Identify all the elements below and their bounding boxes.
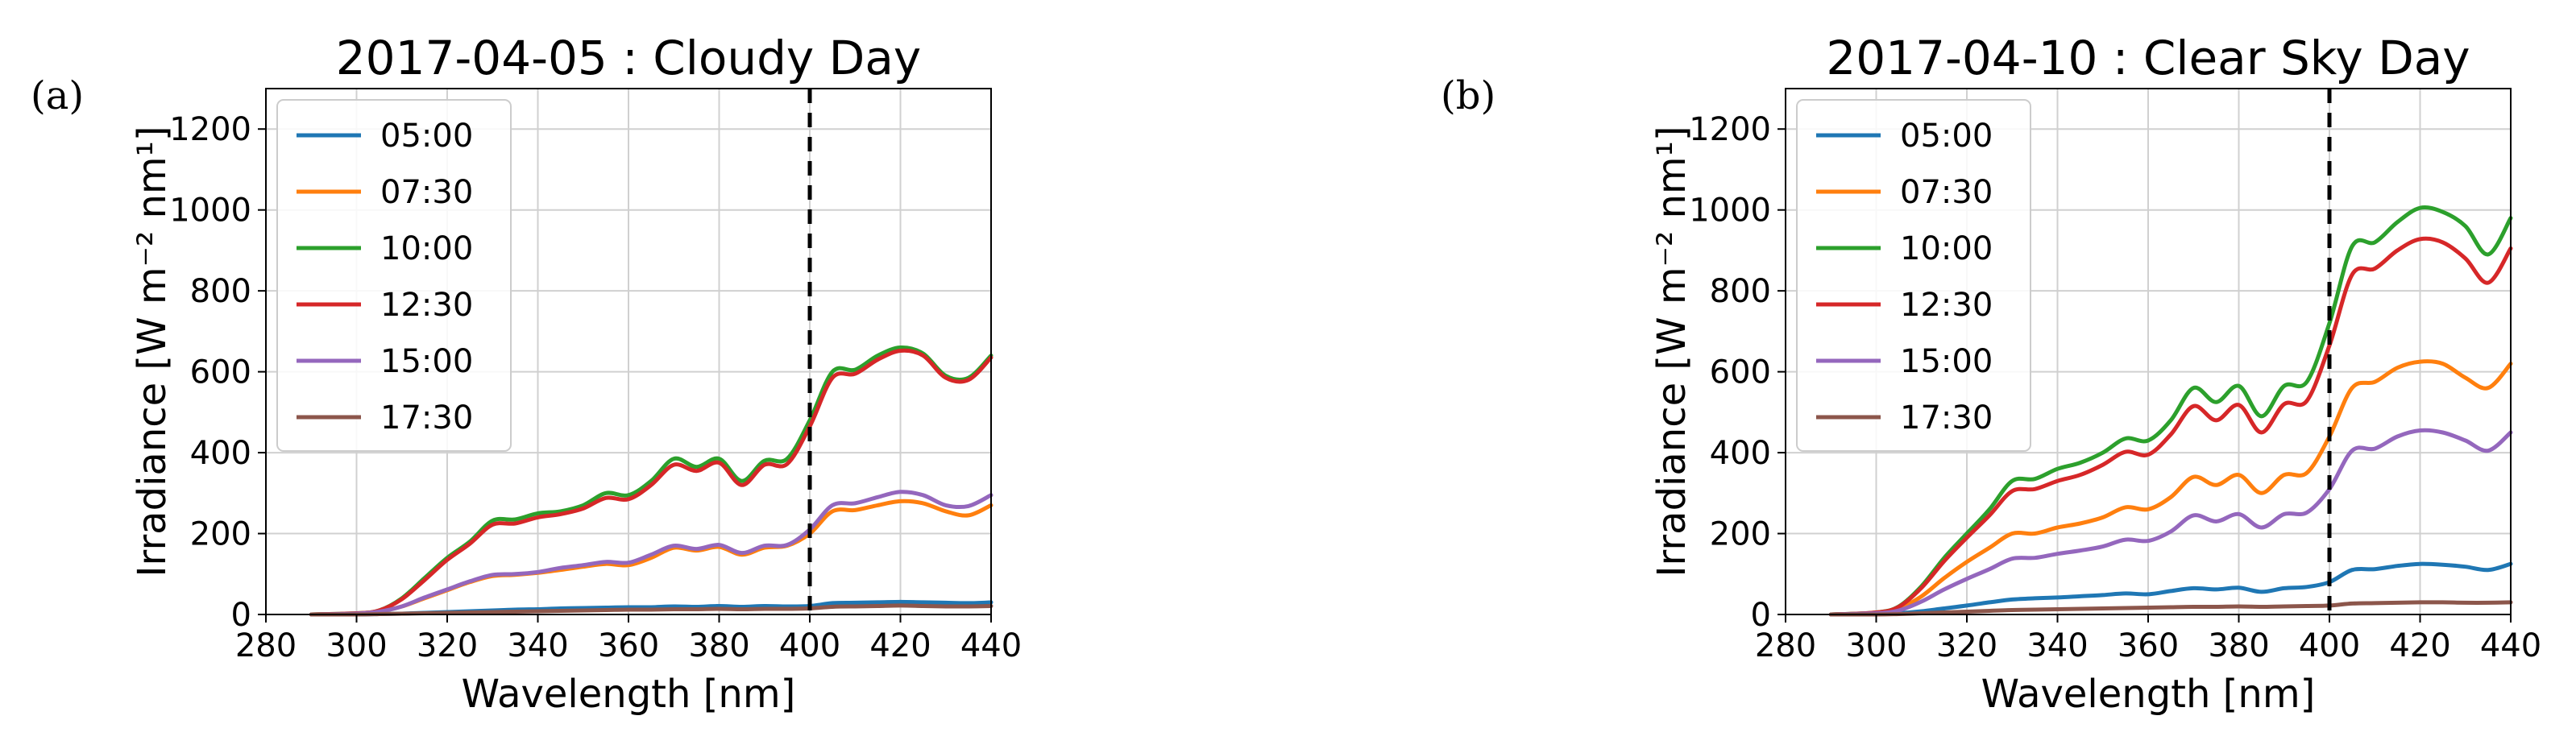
panel-letter-a: (a) — [31, 73, 84, 118]
y-tick-label: 0 — [1751, 597, 1771, 634]
legend-box — [276, 99, 512, 452]
legend-label: 05:00 — [1900, 118, 1993, 155]
y-tick-label: 600 — [1710, 354, 1771, 391]
y-tick-label: 1200 — [1689, 111, 1771, 148]
x-tick-label: 380 — [2208, 627, 2269, 664]
y-tick-label: 600 — [190, 354, 251, 391]
series-line-1730 — [309, 603, 993, 617]
series-line-0730 — [309, 499, 993, 617]
x-tick-label: 360 — [2118, 627, 2179, 664]
x-tick-label: 380 — [688, 627, 749, 664]
series-line-0500 — [1828, 561, 2513, 617]
x-tick-label: 440 — [2480, 627, 2541, 664]
legend-label: 07:30 — [1900, 174, 1993, 211]
y-tick-label: 1000 — [1689, 192, 1771, 230]
y-axis-label: Irradiance [W m⁻² nm¹] — [1649, 126, 1695, 577]
x-tick-label: 280 — [1755, 627, 1816, 664]
x-tick-label: 400 — [2299, 627, 2360, 664]
chart-title: 2017-04-10 : Clear Sky Day — [1826, 31, 2470, 85]
panel-letter-b: (b) — [1441, 73, 1495, 118]
y-tick-label: 800 — [1710, 273, 1771, 310]
series-line-1230 — [1828, 236, 2513, 617]
y-tick-label: 1000 — [169, 192, 251, 230]
legend-label: 07:30 — [380, 174, 473, 211]
chart-title: 2017-04-05 : Cloudy Day — [336, 31, 921, 85]
x-tick-label: 360 — [598, 627, 659, 664]
x-tick-label: 340 — [507, 627, 568, 664]
y-tick-label: 400 — [190, 435, 251, 472]
series-line-0730 — [1828, 359, 2513, 617]
legend-label: 10:00 — [380, 230, 473, 267]
y-tick-label: 1200 — [169, 111, 251, 148]
legend-label: 12:30 — [1900, 287, 1993, 324]
y-tick-label: 200 — [1710, 516, 1771, 553]
x-tick-label: 300 — [1845, 627, 1906, 664]
series-line-1500 — [309, 490, 993, 617]
x-tick-label: 440 — [960, 627, 1022, 664]
series-line-1230 — [309, 348, 993, 617]
x-axis-label: Wavelength [nm] — [462, 672, 796, 717]
y-tick-label: 400 — [1710, 435, 1771, 472]
y-tick-label: 200 — [190, 516, 251, 553]
legend-label: 17:30 — [1900, 399, 1993, 436]
x-axis-label: Wavelength [nm] — [1981, 672, 2316, 717]
legend-box — [1796, 99, 2031, 452]
series-line-1000 — [1828, 205, 2513, 617]
y-tick-label: 0 — [231, 597, 251, 634]
legend-label: 10:00 — [1900, 230, 1993, 267]
y-axis-label: Irradiance [W m⁻² nm¹] — [130, 126, 175, 577]
series-line-1730 — [1828, 600, 2513, 617]
legend-label: 12:30 — [380, 287, 473, 324]
legend-label: 05:00 — [380, 118, 473, 155]
series-line-1500 — [1828, 428, 2513, 617]
chart-panel-a: 280 300 320 340 360 380 400 420 440 0 200 400 600 800… — [130, 31, 1022, 717]
y-tick-label: 800 — [190, 273, 251, 310]
x-tick-label: 340 — [2026, 627, 2088, 664]
legend-label: 17:30 — [380, 399, 473, 436]
x-tick-label: 420 — [869, 627, 931, 664]
x-tick-label: 300 — [326, 627, 387, 664]
legend-label: 15:00 — [1900, 343, 1993, 380]
x-tick-label: 320 — [417, 627, 478, 664]
chart-panel-b: 280 300 320 340 360 380 400 420 440 0 200 400 600 800… — [1649, 31, 2541, 717]
x-tick-label: 320 — [1936, 627, 1997, 664]
x-tick-label: 420 — [2389, 627, 2450, 664]
x-tick-label: 400 — [779, 627, 840, 664]
x-tick-label: 280 — [235, 627, 297, 664]
legend-label: 15:00 — [380, 343, 473, 380]
